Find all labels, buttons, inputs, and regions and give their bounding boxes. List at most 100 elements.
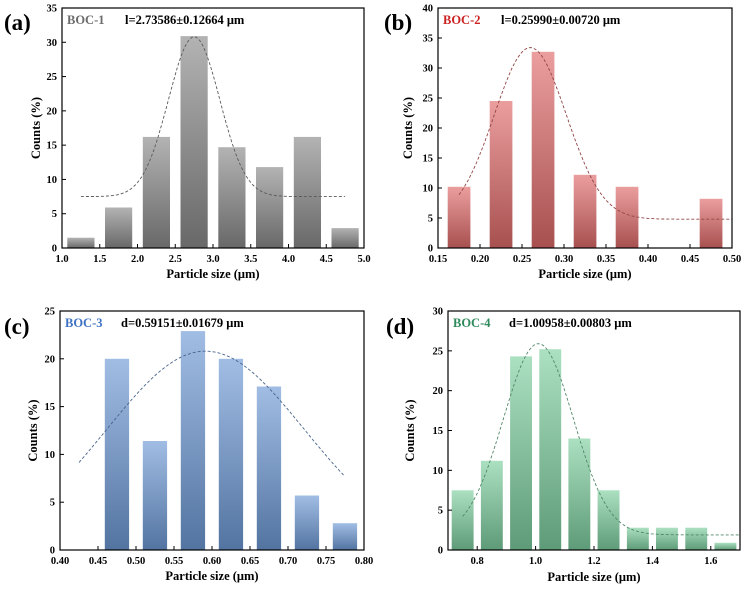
x-tick-label: 0.45 bbox=[89, 556, 107, 567]
x-tick-label: 1.6 bbox=[704, 556, 717, 567]
histogram-bar bbox=[447, 186, 471, 248]
panel-boc-2: (b) 0.15 0.20 0.25 0.30 0.35 0.40 0.45 0.50 0 5 10 1… bbox=[384, 4, 741, 282]
sample-label: BOC-3 bbox=[65, 316, 103, 330]
panel-letter: (a) bbox=[4, 10, 31, 35]
y-tick-label: 5 bbox=[52, 209, 57, 220]
y-tick-label: 20 bbox=[423, 124, 434, 135]
x-tick-label: 3.5 bbox=[244, 254, 257, 265]
x-tick-label: 4.0 bbox=[282, 254, 295, 265]
histogram-bar bbox=[294, 495, 320, 550]
histogram-bar bbox=[489, 101, 513, 248]
x-tick-label: 0.40 bbox=[51, 556, 69, 567]
x-tick-label: 0.50 bbox=[723, 254, 741, 265]
y-tick-label: 35 bbox=[423, 34, 434, 45]
x-tick-label: 1.4 bbox=[646, 556, 660, 567]
x-tick-label: 5.0 bbox=[357, 254, 370, 265]
x-tick-label: 0.60 bbox=[203, 556, 221, 567]
x-tick-label: 0.40 bbox=[639, 254, 657, 265]
y-tick-label: 0 bbox=[438, 546, 443, 557]
y-tick-label: 15 bbox=[423, 154, 434, 165]
histogram-bar bbox=[180, 331, 206, 550]
x-axis-title: Particle size (μm) bbox=[547, 570, 640, 584]
x-axis-title: Particle size (μm) bbox=[166, 267, 259, 281]
histogram-bar bbox=[656, 527, 678, 550]
size-annotation: d=0.59151±0.01679 μm bbox=[121, 316, 244, 330]
histogram-bar bbox=[626, 527, 649, 550]
x-tick-label: 1.0 bbox=[55, 254, 68, 265]
histogram-bar bbox=[332, 523, 358, 550]
y-tick-label: 25 bbox=[47, 72, 58, 83]
sample-label: BOC-4 bbox=[453, 316, 491, 330]
size-annotation: l=0.25990±0.00720 μm bbox=[501, 13, 621, 27]
histogram-bar bbox=[568, 438, 591, 550]
histogram-bar bbox=[218, 147, 246, 248]
x-tick-label: 3.0 bbox=[206, 254, 219, 265]
y-tick-label: 25 bbox=[433, 346, 444, 357]
y-tick-label: 15 bbox=[45, 402, 56, 413]
panel-boc-3: (c) 0.40 0.45 0.50 0.55 0.60 0.65 0.70 0.75 0.80 0… bbox=[4, 307, 373, 584]
x-axis-title: Particle size (μm) bbox=[165, 569, 258, 583]
x-tick-label: 1.5 bbox=[93, 254, 106, 265]
histogram-bar bbox=[685, 527, 708, 550]
y-axis-title: Counts (%) bbox=[26, 399, 40, 461]
x-tick-label: 0.50 bbox=[127, 556, 145, 567]
x-tick-label: 2.5 bbox=[169, 254, 182, 265]
y-axis-title: Counts (%) bbox=[401, 97, 415, 159]
histogram-bar bbox=[256, 386, 282, 550]
y-tick-label: 0 bbox=[428, 244, 433, 255]
gaussian-fit-curve bbox=[458, 47, 732, 220]
histogram-bar bbox=[539, 349, 562, 550]
x-tick-label: 0.75 bbox=[317, 556, 335, 567]
y-tick-label: 30 bbox=[47, 38, 58, 49]
gaussian-fit-curve bbox=[80, 36, 346, 198]
y-tick-label: 10 bbox=[423, 184, 434, 195]
y-tick-label: 25 bbox=[45, 307, 56, 318]
size-annotation: l=2.73586±0.12664 μm bbox=[125, 13, 245, 27]
y-tick-label: 15 bbox=[47, 141, 58, 152]
histogram-bar bbox=[531, 51, 555, 248]
x-tick-label: 4.5 bbox=[320, 254, 333, 265]
histogram-bar bbox=[180, 36, 208, 248]
y-tick-label: 20 bbox=[45, 354, 56, 365]
y-tick-label: 20 bbox=[47, 106, 58, 117]
y-tick-label: 10 bbox=[47, 175, 58, 186]
histogram-bar bbox=[142, 441, 168, 550]
histogram-bar bbox=[104, 358, 130, 550]
x-tick-label: 0.55 bbox=[165, 556, 183, 567]
histogram-bar bbox=[597, 490, 620, 551]
y-tick-label: 35 bbox=[47, 4, 58, 15]
x-tick-label: 0.65 bbox=[241, 556, 259, 567]
y-tick-label: 0 bbox=[50, 546, 55, 557]
y-tick-label: 5 bbox=[438, 506, 443, 517]
panel-letter: (c) bbox=[4, 314, 30, 339]
histogram-bar bbox=[451, 490, 474, 551]
y-tick-label: 30 bbox=[423, 64, 434, 75]
panel-letter: (d) bbox=[386, 314, 414, 339]
y-axis-title: Counts (%) bbox=[403, 399, 417, 461]
y-tick-label: 20 bbox=[433, 386, 444, 397]
x-tick-label: 0.20 bbox=[471, 254, 489, 265]
x-tick-label: 2.0 bbox=[131, 254, 144, 265]
histogram-bar bbox=[510, 356, 532, 550]
y-tick-label: 5 bbox=[428, 214, 433, 225]
x-tick-label: 0.30 bbox=[555, 254, 573, 265]
gaussian-fit-curve bbox=[462, 343, 740, 536]
histogram-bar bbox=[699, 198, 723, 248]
y-tick-label: 10 bbox=[45, 450, 56, 461]
histogram-bar bbox=[67, 237, 95, 248]
x-tick-label: 0.70 bbox=[279, 556, 297, 567]
x-tick-label: 1.2 bbox=[587, 556, 600, 567]
y-tick-label: 0 bbox=[52, 244, 57, 255]
histogram-bar bbox=[714, 542, 737, 550]
histogram-bar bbox=[105, 207, 133, 248]
gaussian-fit-curve bbox=[78, 350, 346, 477]
histogram-bar bbox=[218, 358, 244, 550]
histogram-bar bbox=[293, 136, 321, 248]
y-tick-label: 5 bbox=[50, 498, 55, 509]
y-tick-label: 10 bbox=[433, 466, 444, 477]
histogram-bar bbox=[142, 136, 170, 248]
histogram-bar bbox=[480, 460, 503, 550]
x-tick-label: 1.0 bbox=[529, 556, 542, 567]
x-tick-label: 0.8 bbox=[471, 556, 484, 567]
